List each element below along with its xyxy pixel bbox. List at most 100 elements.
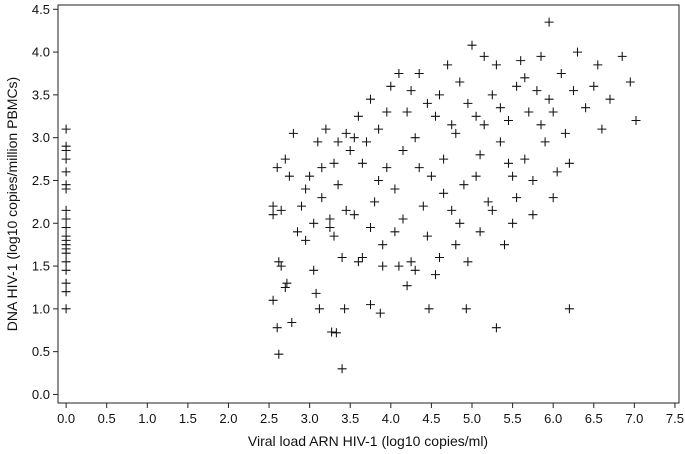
plot-frame bbox=[57, 4, 680, 404]
data-point bbox=[402, 281, 412, 291]
x-tick-label: 3.5 bbox=[341, 411, 359, 426]
data-point bbox=[406, 257, 416, 267]
x-tick-label: 1.5 bbox=[179, 411, 197, 426]
data-point bbox=[374, 176, 384, 185]
x-tick-label: 3.0 bbox=[301, 411, 319, 426]
x-tick-label: 4.0 bbox=[382, 411, 400, 426]
data-point bbox=[512, 81, 522, 91]
data-point bbox=[382, 107, 392, 117]
data-point bbox=[504, 158, 513, 168]
data-point bbox=[386, 81, 396, 91]
data-point bbox=[500, 240, 509, 250]
data-point bbox=[293, 227, 302, 237]
data-point bbox=[467, 40, 477, 50]
data-point bbox=[284, 171, 294, 181]
x-tick-label: 0.0 bbox=[57, 411, 75, 426]
data-point bbox=[548, 107, 558, 117]
x-tick-label: 5.5 bbox=[504, 411, 522, 426]
data-point bbox=[305, 171, 315, 181]
data-point bbox=[394, 69, 404, 78]
data-point bbox=[301, 184, 311, 194]
data-point bbox=[447, 120, 457, 130]
data-point bbox=[276, 205, 286, 215]
data-point bbox=[581, 103, 591, 113]
data-point bbox=[311, 288, 321, 298]
data-point bbox=[325, 223, 335, 232]
data-point bbox=[353, 257, 363, 267]
data-point bbox=[325, 214, 335, 224]
data-point bbox=[426, 171, 436, 181]
data-point bbox=[349, 133, 359, 143]
y-tick-label: 4.5 bbox=[32, 2, 50, 17]
x-tick-label: 7.5 bbox=[666, 411, 684, 426]
data-point bbox=[353, 111, 363, 121]
data-point bbox=[370, 197, 380, 207]
data-point bbox=[317, 163, 327, 173]
data-point bbox=[431, 111, 440, 121]
data-point bbox=[491, 60, 501, 70]
data-point bbox=[589, 81, 599, 91]
data-point bbox=[280, 283, 290, 292]
data-point bbox=[276, 261, 286, 271]
data-point bbox=[475, 227, 485, 237]
data-point bbox=[512, 193, 522, 203]
data-point bbox=[274, 257, 284, 267]
data-point bbox=[61, 265, 71, 275]
data-point bbox=[382, 163, 392, 173]
y-tick-label: 4.0 bbox=[32, 45, 50, 60]
data-point bbox=[272, 323, 282, 333]
data-point bbox=[61, 223, 71, 232]
data-point bbox=[548, 193, 558, 203]
data-point bbox=[491, 323, 501, 333]
data-point bbox=[447, 205, 457, 215]
data-point bbox=[406, 86, 416, 96]
data-point bbox=[333, 180, 343, 190]
data-point bbox=[309, 265, 319, 275]
data-point bbox=[463, 98, 473, 108]
data-point bbox=[333, 137, 343, 147]
data-point bbox=[422, 98, 432, 108]
data-point bbox=[439, 154, 449, 164]
data-point bbox=[536, 120, 546, 130]
data-point bbox=[317, 193, 327, 203]
data-point bbox=[268, 201, 278, 211]
data-point bbox=[390, 227, 400, 237]
y-tick-label: 3.0 bbox=[32, 130, 50, 145]
x-tick-label: 6.0 bbox=[544, 411, 562, 426]
data-point bbox=[398, 214, 408, 224]
data-point bbox=[520, 154, 530, 164]
data-point bbox=[321, 124, 331, 134]
data-point bbox=[390, 184, 400, 194]
data-point bbox=[439, 188, 449, 198]
data-point bbox=[61, 248, 71, 258]
data-point bbox=[287, 318, 297, 327]
y-tick-label: 1.5 bbox=[32, 259, 50, 274]
data-point bbox=[341, 128, 351, 138]
x-axis: 0.0 0.5 1.0 1.5 2.0 2.5 3.0 3.5 4.0 4.5 5.0 5.5 6.0 6… bbox=[57, 403, 684, 426]
plot-area bbox=[57, 4, 680, 404]
x-tick-label: 0.5 bbox=[98, 411, 116, 426]
data-point bbox=[455, 218, 465, 228]
data-point bbox=[455, 77, 465, 87]
data-point bbox=[345, 146, 355, 155]
data-point bbox=[61, 184, 71, 194]
data-point bbox=[329, 158, 339, 168]
data-point bbox=[280, 154, 290, 164]
data-point bbox=[301, 235, 311, 245]
data-point bbox=[564, 158, 574, 168]
data-point bbox=[414, 163, 424, 173]
data-point bbox=[268, 295, 278, 305]
data-point bbox=[556, 69, 566, 78]
data-point bbox=[362, 137, 371, 147]
data-point bbox=[61, 304, 71, 314]
data-point bbox=[435, 90, 444, 100]
data-point bbox=[487, 205, 497, 215]
data-point bbox=[394, 261, 404, 271]
data-point bbox=[378, 261, 388, 271]
data-point bbox=[341, 205, 351, 215]
data-point bbox=[593, 60, 603, 70]
data-point bbox=[61, 257, 71, 267]
data-point bbox=[569, 86, 578, 96]
data-point bbox=[402, 107, 412, 117]
data-point bbox=[573, 47, 582, 57]
